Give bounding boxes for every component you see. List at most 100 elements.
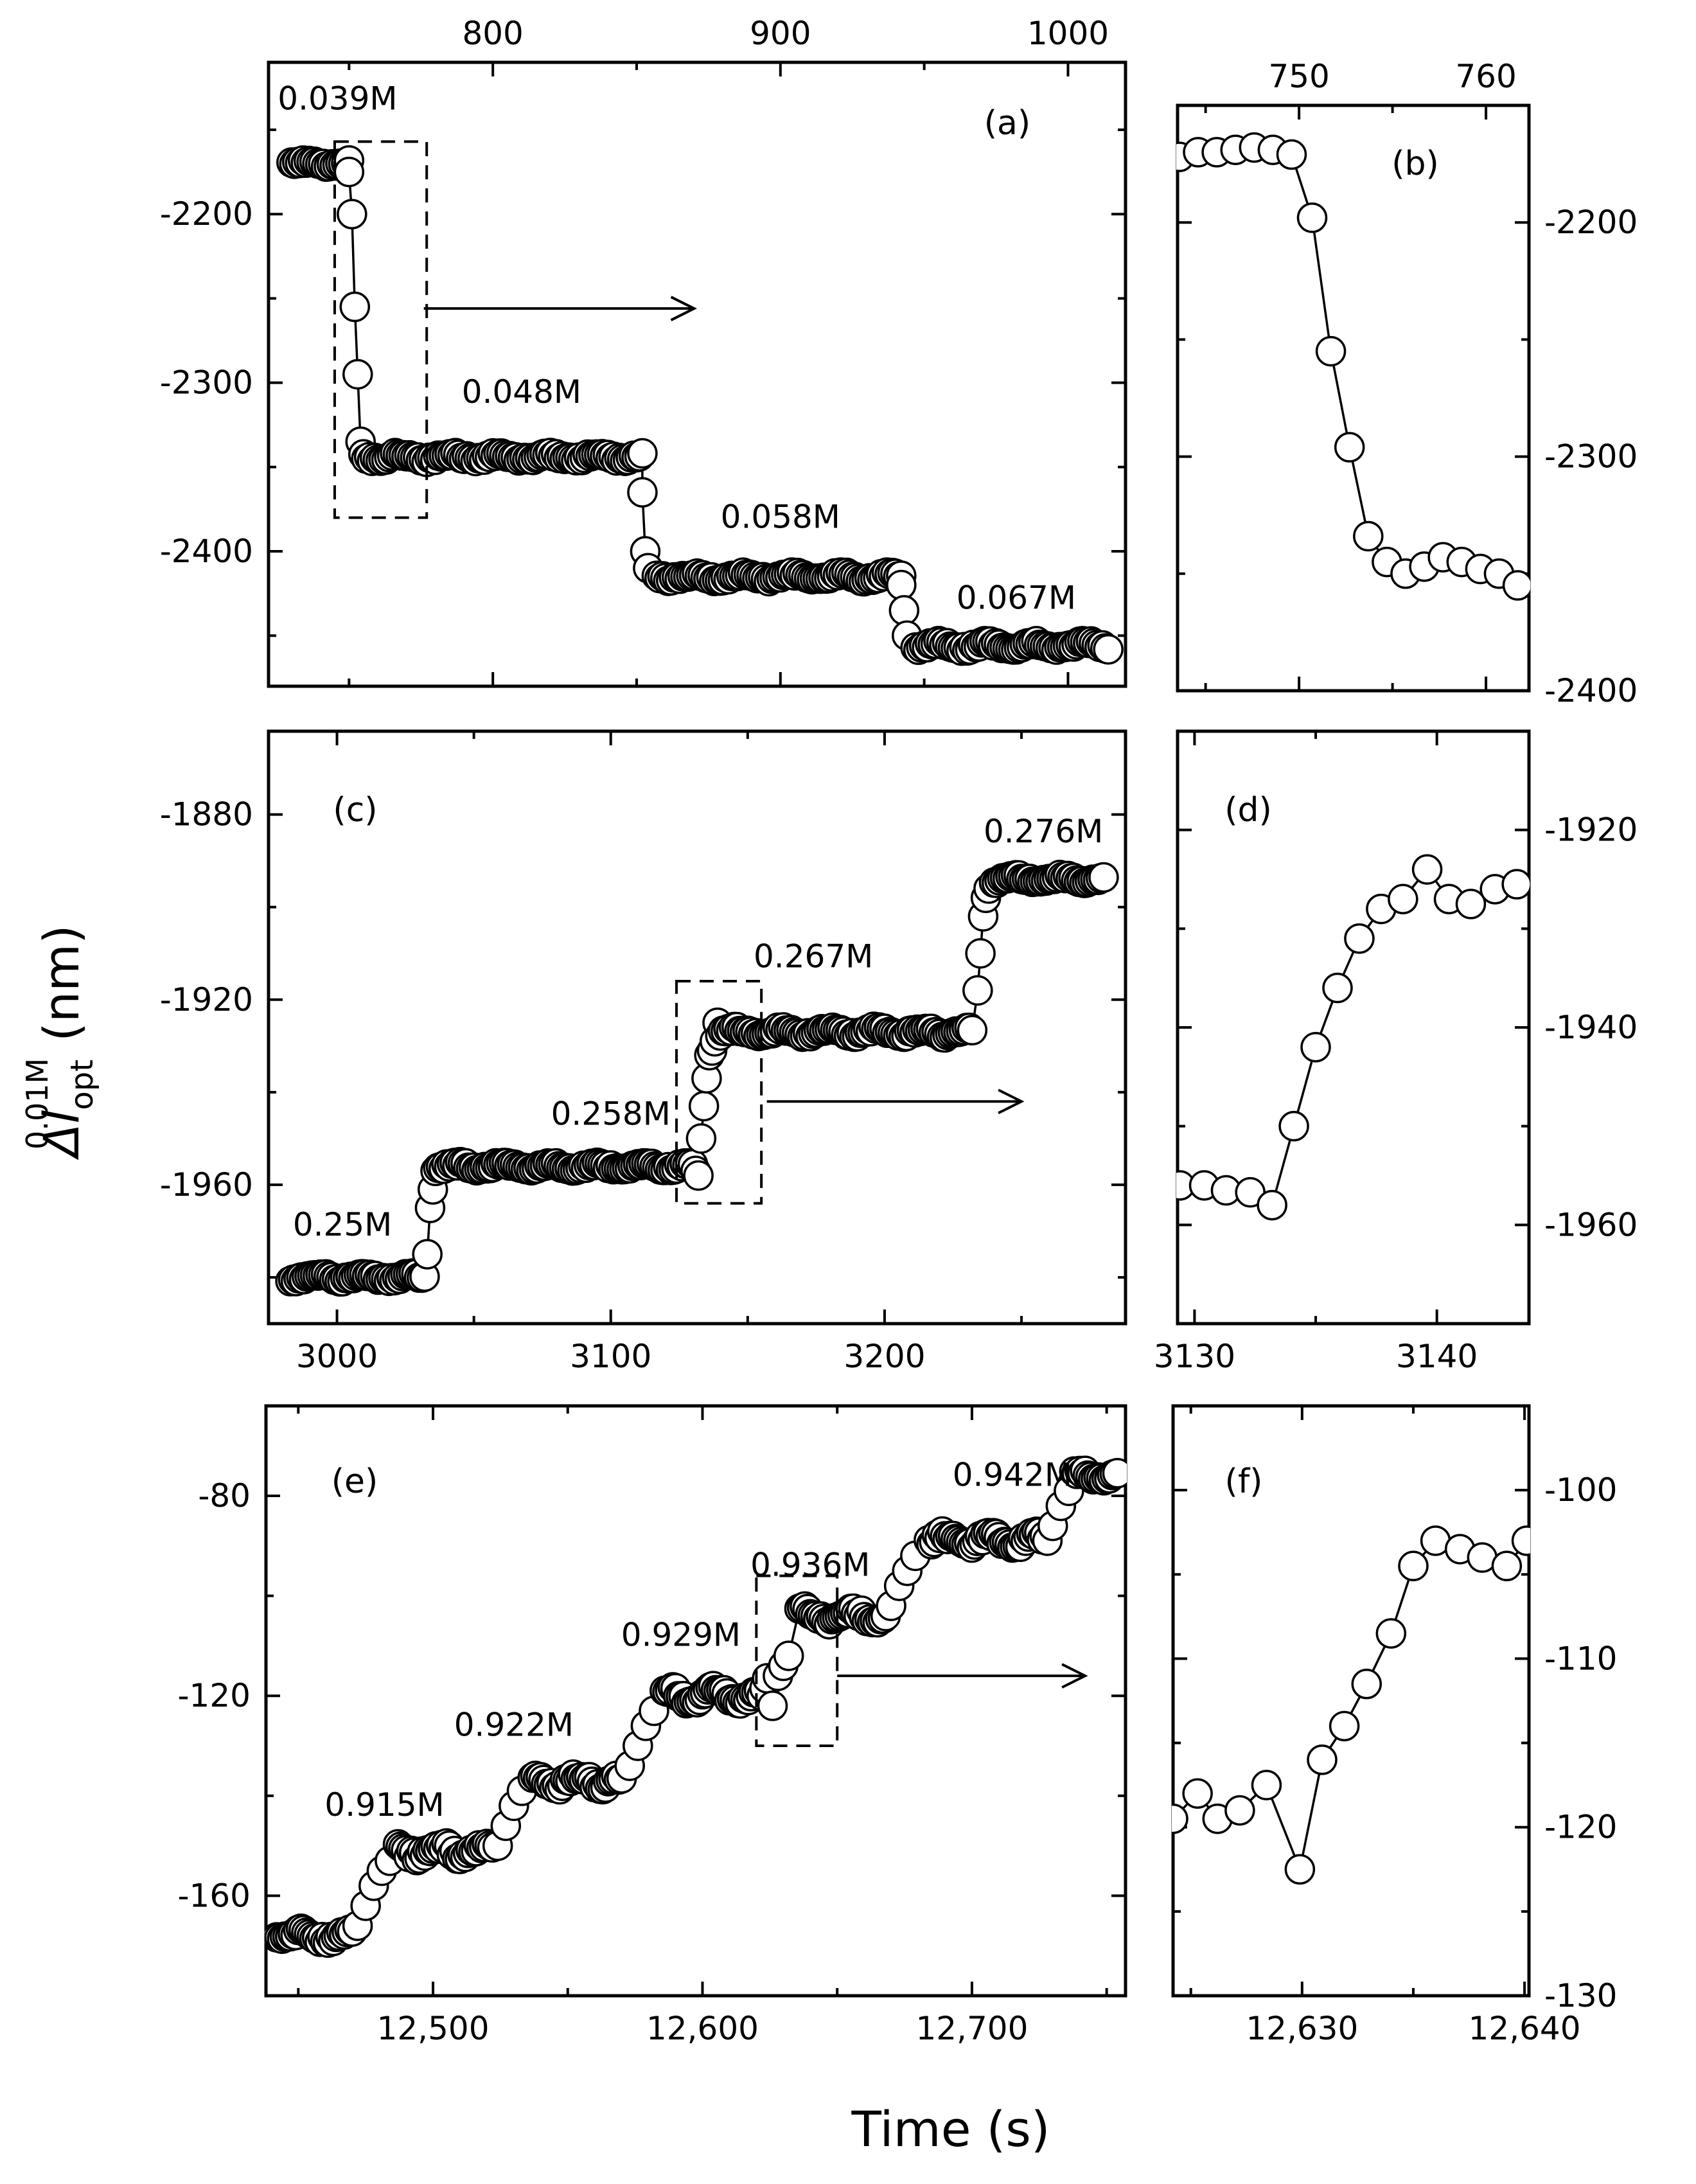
data-point-d <box>1300 1031 1331 1063</box>
data-point-c <box>957 1015 988 1046</box>
x-tick-label-c: 3000 <box>296 1338 378 1375</box>
data-point-b <box>1315 335 1347 367</box>
data-point-d <box>1388 883 1418 914</box>
concentration-label-c: 0.258M <box>551 1095 671 1132</box>
data-layer-f <box>1172 1525 1530 1885</box>
x-tick-label-e: 12,500 <box>377 2010 490 2047</box>
concentration-label-c: 0.267M <box>754 937 873 975</box>
y-tick-label-d: -1920 <box>1544 812 1638 849</box>
data-point-d <box>1257 1189 1287 1221</box>
panel-label-c: (c) <box>333 791 377 830</box>
panel-label-d: (d) <box>1224 791 1272 830</box>
y-tick-label-c: -1880 <box>160 796 253 833</box>
y-tick-label-b: -2300 <box>1544 438 1638 475</box>
panel-label-f: (f) <box>1225 1462 1263 1501</box>
y-tick-label-a: -2200 <box>160 195 253 233</box>
concentration-label-e: 0.915M <box>324 1786 444 1824</box>
x-tick-label-a: 900 <box>750 15 811 52</box>
data-point-f <box>1172 1803 1188 1834</box>
concentration-label-c: 0.25M <box>293 1206 392 1243</box>
data-layer-c <box>275 860 1119 1297</box>
panel-f: 12,630 12,640 -100 -110 -120 -130 (f) <box>1171 1404 1617 2047</box>
data-point-e <box>1102 1458 1127 1489</box>
data-point-c <box>965 938 996 969</box>
data-point-d <box>1501 869 1530 900</box>
y-tick-label-c: -1960 <box>160 1166 253 1203</box>
data-point-d <box>1322 972 1353 1004</box>
concentration-label-e: 0.942M <box>953 1456 1072 1493</box>
concentration-label-a: 0.039M <box>278 80 397 117</box>
panel-c: 3000 3100 3200 -1880 -1920 -1960 0.25M 0.258M 0.… <box>160 729 1127 1375</box>
y-tick-label-f: -110 <box>1544 1640 1617 1677</box>
data-point-c <box>1088 862 1119 893</box>
y-axis-title-superscript: 0.01M <box>20 1058 55 1150</box>
data-point-a <box>888 595 920 626</box>
series-line-b <box>1179 146 1519 587</box>
y-tick-label-d: -1960 <box>1544 1206 1638 1243</box>
panel-a: 800 900 1000 -2200 -2300 -2400 0.039M 0.048M 0.0… <box>160 15 1127 688</box>
zoom-region-box-c <box>675 979 763 1205</box>
data-point-b <box>1276 139 1307 170</box>
data-point-f <box>1251 1770 1282 1800</box>
data-point-b <box>1334 432 1365 463</box>
data-point-d <box>1455 889 1487 919</box>
data-point-f <box>1307 1745 1338 1775</box>
y-axis-title: Δlopt 0.01M (nm) <box>20 925 100 1160</box>
zoom-region-box-e <box>755 1574 839 1748</box>
data-point-a <box>627 438 658 469</box>
concentration-label-a: 0.058M <box>721 498 840 535</box>
panel-e: 12,500 12,600 12,700 -80 -120 -160 0.915M 0.922… <box>178 1404 1127 2047</box>
x-tick-label-e: 12,600 <box>646 2010 759 2047</box>
panel-label-a: (a) <box>984 104 1030 143</box>
x-tick-label-a: 1000 <box>1027 15 1109 52</box>
data-point-f <box>1398 1550 1429 1581</box>
x-tick-label-d: 3140 <box>1396 1338 1478 1375</box>
y-tick-label-a: -2300 <box>160 364 253 402</box>
data-point-f <box>1284 1854 1316 1885</box>
y-tick-label-d: -1940 <box>1544 1009 1638 1046</box>
y-tick-label-e: -160 <box>178 1877 251 1914</box>
data-point-a <box>339 291 371 323</box>
x-tick-label-d: 3130 <box>1154 1338 1235 1375</box>
x-tick-label-e: 12,700 <box>915 2010 1028 2047</box>
data-layer-d <box>1176 854 1530 1221</box>
series-line-d <box>1179 867 1517 1207</box>
panel-d: 3130 3140 -1920 -1940 -1960 (d) <box>1154 729 1638 1375</box>
plot-frame-e <box>264 1404 1127 1998</box>
y-tick-label-b: -2400 <box>1544 672 1638 709</box>
y-axis-title-unit: (nm) <box>33 925 90 1042</box>
data-point-a <box>342 359 373 390</box>
zoom-arrow-head-a <box>670 296 697 321</box>
y-tick-label-b: -2200 <box>1544 204 1638 241</box>
plot-frame-c <box>267 729 1127 1326</box>
panel-label-e: (e) <box>331 1462 378 1501</box>
data-point-f <box>1329 1710 1360 1742</box>
y-tick-label-c: -1920 <box>160 981 253 1018</box>
x-tick-label-c: 3100 <box>570 1338 651 1375</box>
data-point-f <box>1511 1525 1530 1556</box>
data-point-e <box>773 1640 804 1671</box>
zoom-arrow-head-e <box>1061 1663 1088 1689</box>
x-tick-label-b: 760 <box>1455 58 1516 95</box>
y-tick-label-f: -130 <box>1544 1977 1617 2014</box>
y-axis-title-subscript: opt <box>64 1060 100 1110</box>
y-tick-label-f: -120 <box>1544 1809 1617 1846</box>
data-point-d <box>1411 854 1443 885</box>
data-point-a <box>627 477 658 508</box>
data-point-a <box>1093 634 1124 665</box>
y-tick-label-f: -100 <box>1544 1471 1617 1509</box>
data-point-b <box>1296 202 1328 233</box>
x-tick-label-c: 3200 <box>844 1338 925 1375</box>
data-point-a <box>886 569 917 601</box>
data-point-c <box>683 1160 714 1191</box>
x-tick-label-f: 12,630 <box>1246 2010 1358 2047</box>
zoom-arrow-head-c <box>998 1088 1025 1115</box>
x-tick-label-a: 800 <box>462 15 523 52</box>
concentration-label-a: 0.067M <box>957 579 1076 616</box>
zoom-region-box-a <box>333 140 428 519</box>
data-point-f <box>1182 1778 1213 1809</box>
x-tick-label-b: 750 <box>1268 58 1329 95</box>
concentration-label-e: 0.936M <box>750 1547 870 1584</box>
data-layer-b <box>1176 132 1530 601</box>
panel-b: 750 760 -2200 -2300 -2400 (b) <box>1176 58 1638 709</box>
